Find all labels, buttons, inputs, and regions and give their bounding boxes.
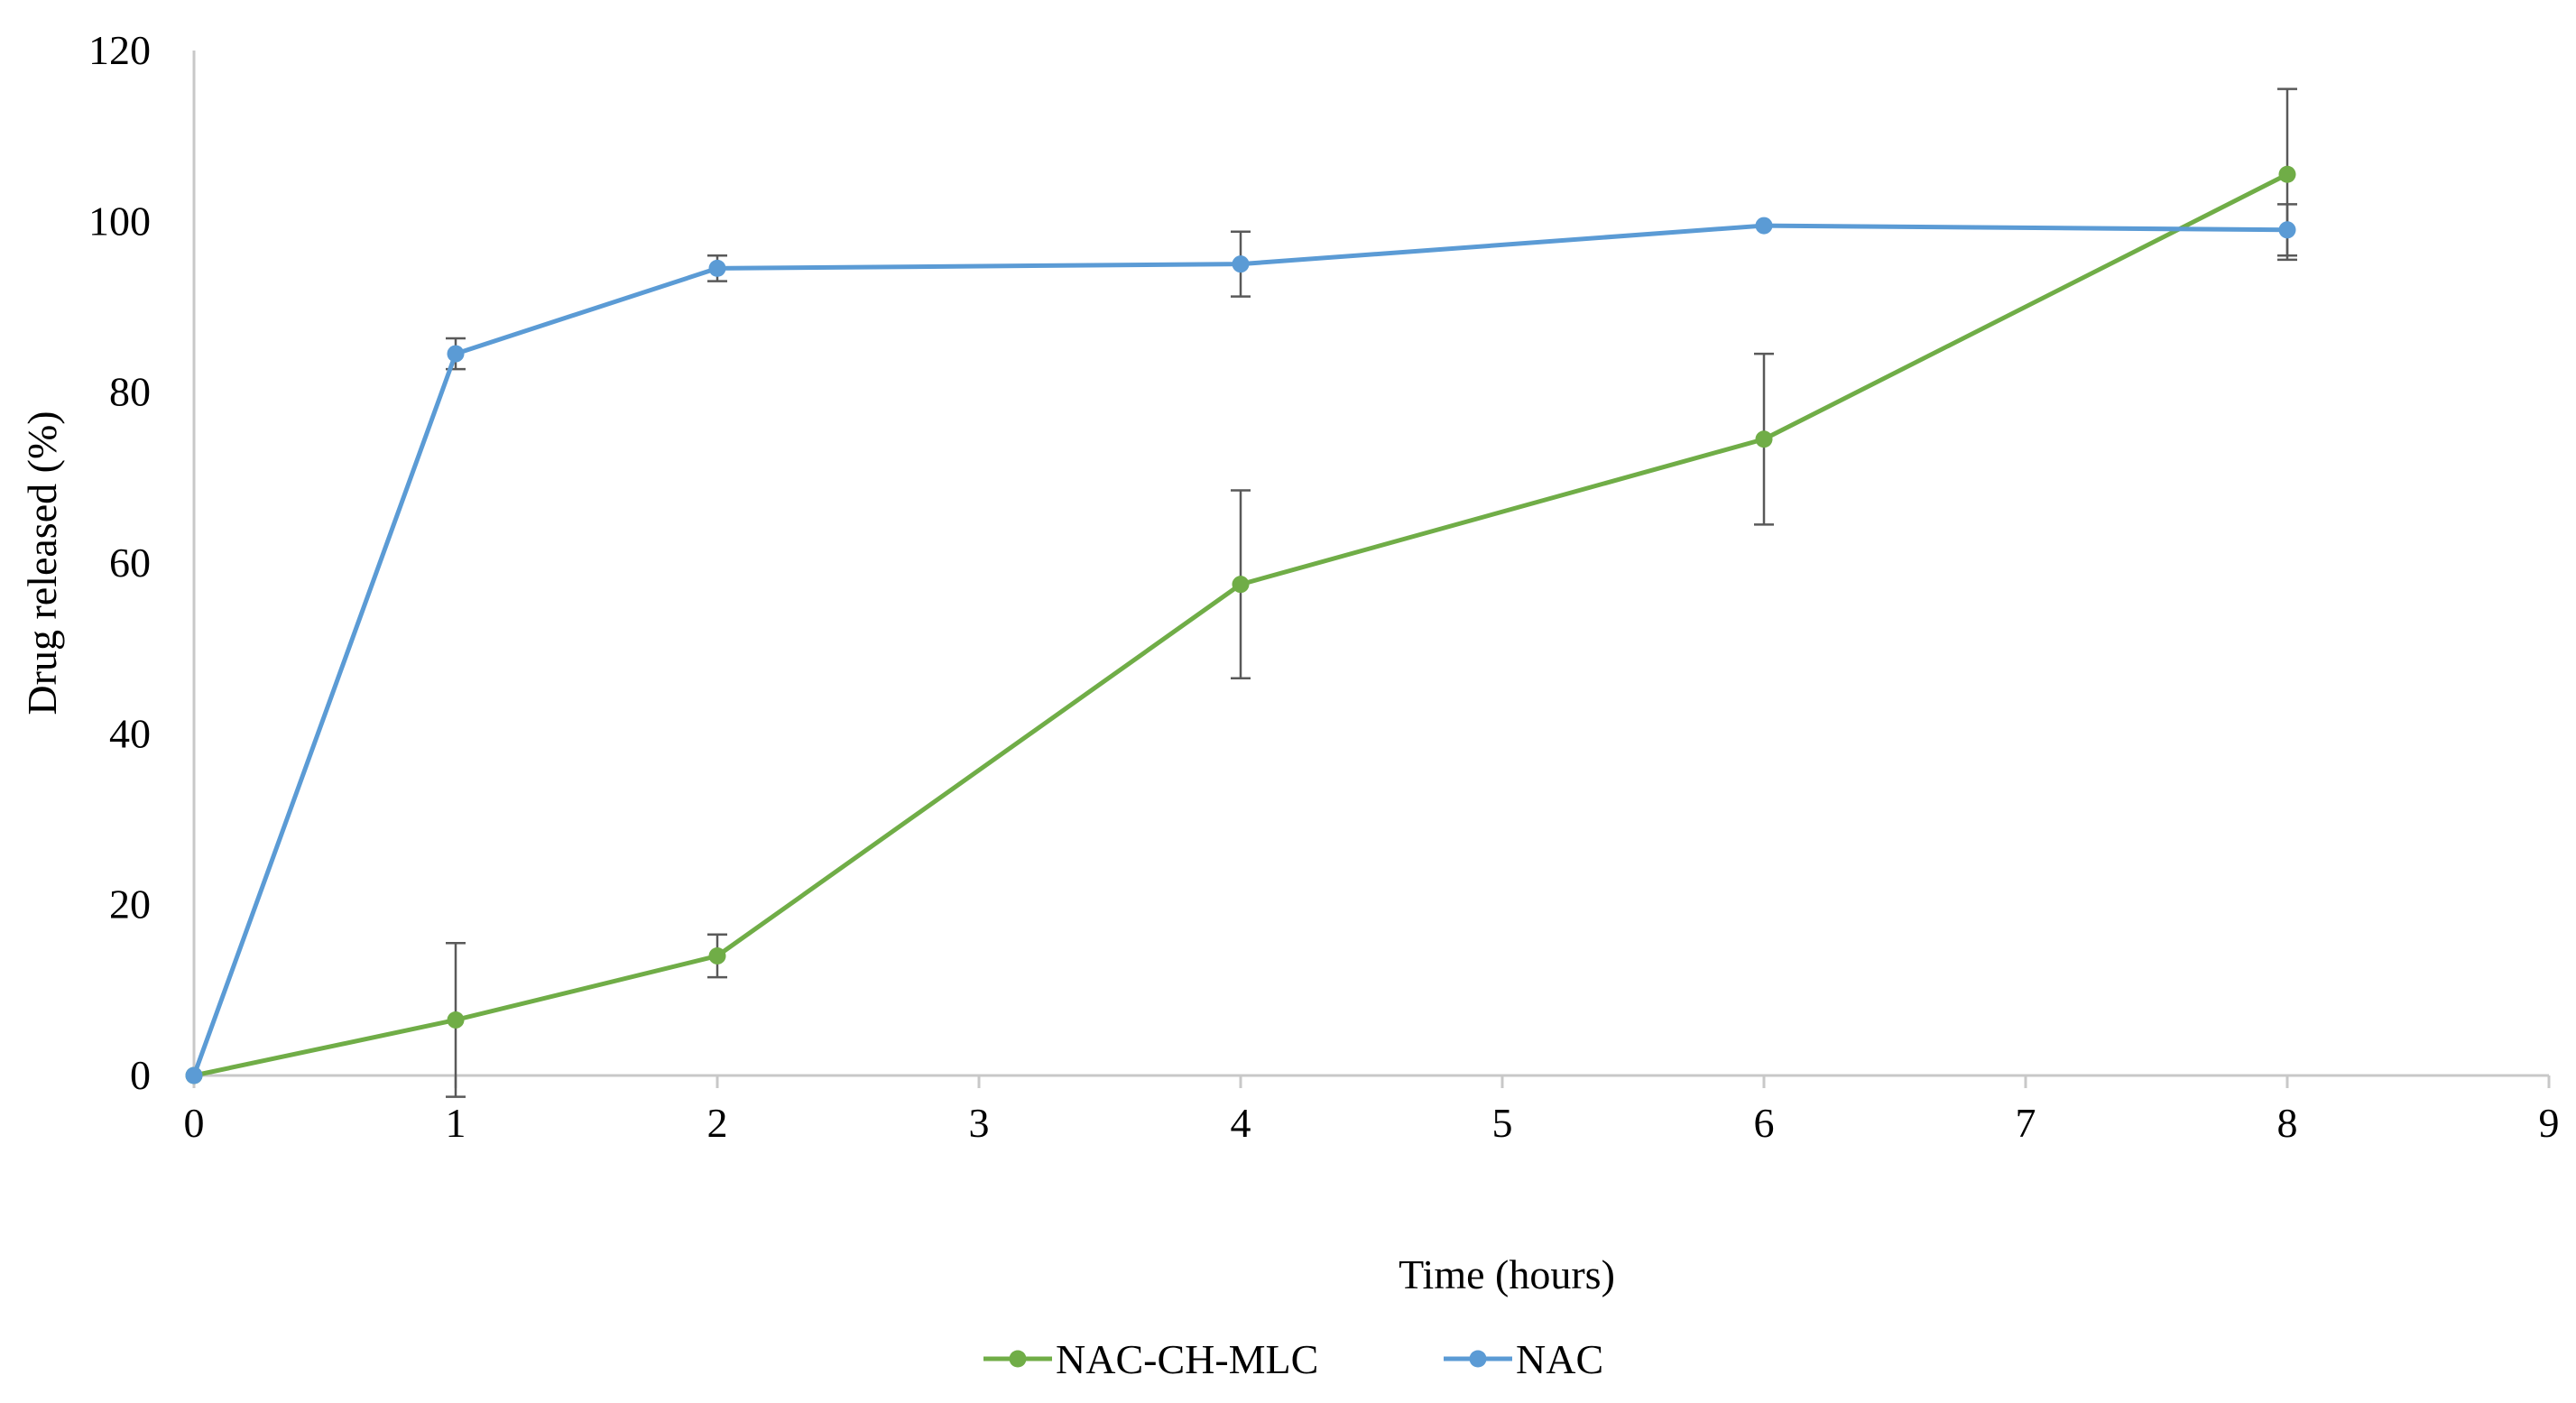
- nac-data-point: [1232, 255, 1250, 273]
- y-axis-title: Drug released (%): [19, 411, 65, 715]
- y-tick-label: 100: [88, 198, 151, 244]
- x-tick-label: 8: [2277, 1100, 2298, 1146]
- error-bars: [446, 88, 2297, 1098]
- x-tick-label: 1: [446, 1100, 466, 1146]
- y-tick-label: 60: [109, 540, 151, 586]
- legend: NAC-CH-MLC NAC: [983, 1336, 1603, 1382]
- nac-data-point: [185, 1066, 203, 1085]
- x-axis-title: Time (hours): [1399, 1251, 1615, 1297]
- nac-ch-mlc-data-point: [708, 946, 726, 965]
- legend-swatch-marker: [1469, 1350, 1487, 1368]
- x-tick-label: 3: [969, 1100, 990, 1146]
- axis-labels: Drug released (%) Time (hours): [19, 411, 1615, 1297]
- nac-ch-mlc-data-point: [447, 1011, 465, 1029]
- legend-label: NAC: [1516, 1336, 1603, 1382]
- series-markers: [185, 165, 2296, 1085]
- nac-data-point: [1755, 217, 1773, 235]
- legend-label: NAC-CH-MLC: [1056, 1336, 1318, 1382]
- y-tick-label: 20: [109, 881, 151, 928]
- nac-ch-mlc-data-point: [1755, 430, 1773, 448]
- legend-item-nac-ch-mlc: NAC-CH-MLC: [983, 1336, 1318, 1382]
- x-tick-label: 9: [2539, 1100, 2560, 1146]
- series-lines: [191, 172, 2289, 1078]
- nac-data-point: [2278, 221, 2296, 239]
- x-tick-label: 4: [1231, 1100, 1251, 1146]
- y-tick-label: 80: [109, 369, 151, 415]
- x-tick-label: 0: [184, 1100, 205, 1146]
- y-tick-label: 120: [88, 27, 151, 73]
- legend-item-nac: NAC: [1444, 1336, 1603, 1382]
- nac-ch-mlc-data-point: [2278, 165, 2296, 183]
- nac-ch-mlc-series-line: [193, 172, 2289, 1078]
- x-tick-label: 5: [1492, 1100, 1513, 1146]
- legend-swatch-marker: [1009, 1350, 1027, 1368]
- x-tick-label: 2: [707, 1100, 728, 1146]
- nac-ch-mlc-data-point: [1232, 576, 1250, 594]
- x-tick-label: 7: [2016, 1100, 2036, 1146]
- axes: 0 1 2 3 4 5 6 7 8 9 0 20 40 60 80 100 120: [88, 27, 2560, 1146]
- nac-series-line: [191, 223, 2288, 1076]
- nac-data-point: [447, 345, 465, 363]
- y-tick-label: 0: [130, 1052, 151, 1098]
- nac-data-point: [708, 259, 726, 277]
- y-tick-label: 40: [109, 710, 151, 756]
- x-tick-label: 6: [1754, 1100, 1775, 1146]
